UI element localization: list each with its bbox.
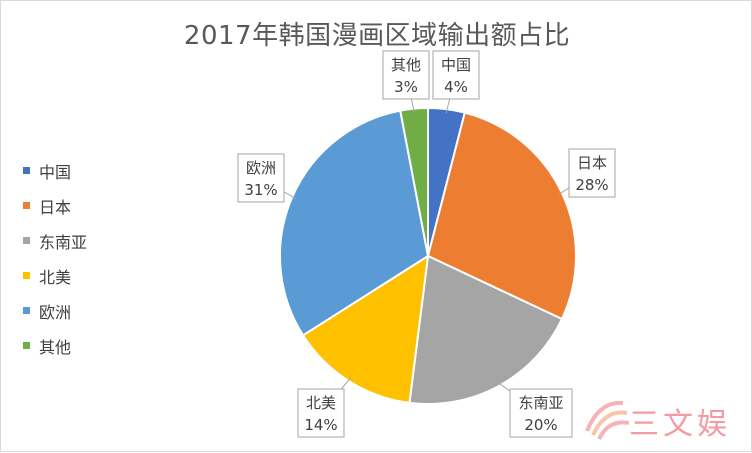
- pie-slice: [301, 254, 430, 404]
- legend-label: 北美: [39, 267, 72, 287]
- legend-swatch: [23, 272, 30, 279]
- watermark-logo-icon: [585, 400, 630, 440]
- data-label-value: 4%: [444, 78, 468, 96]
- legend-label: 日本: [39, 197, 72, 217]
- legend: 中国 日本 东南亚 北美 欧洲 其他: [23, 153, 87, 363]
- legend-label: 中国: [39, 162, 72, 182]
- pie-slice: [408, 254, 564, 405]
- data-label-box: [297, 388, 345, 438]
- legend-item: 其他: [23, 328, 87, 363]
- pie-slice: [399, 106, 429, 257]
- legend-swatch: [23, 167, 30, 174]
- legend-label: 其他: [39, 337, 72, 357]
- data-label-category: 其他: [391, 56, 421, 74]
- data-label-value: 20%: [524, 416, 557, 434]
- legend-item: 中国: [23, 153, 87, 188]
- data-label-category: 中国: [441, 56, 471, 74]
- legend-swatch: [23, 202, 30, 209]
- legend-item: 北美: [23, 258, 87, 293]
- data-label-category: 欧洲: [246, 159, 276, 177]
- legend-swatch: [23, 342, 30, 349]
- data-label-value: 3%: [394, 78, 418, 96]
- legend-swatch: [23, 307, 30, 314]
- watermark: 三文娱: [579, 393, 749, 445]
- data-label-value: 28%: [575, 176, 608, 194]
- data-label-box: [509, 388, 573, 438]
- legend-item: 东南亚: [23, 223, 87, 258]
- pie-slice: [279, 109, 430, 337]
- data-label-box: [237, 153, 285, 203]
- data-label-category: 东南亚: [518, 394, 563, 412]
- data-label-box: [432, 50, 480, 100]
- legend-label: 东南亚: [39, 232, 88, 252]
- pie-slice: [426, 111, 577, 321]
- legend-swatch: [23, 237, 30, 244]
- legend-item: 日本: [23, 188, 87, 223]
- watermark-text: 三文娱: [629, 407, 731, 442]
- data-label-value: 14%: [304, 416, 337, 434]
- data-label-category: 北美: [306, 394, 336, 412]
- legend-label: 欧洲: [39, 302, 72, 322]
- legend-item: 欧洲: [23, 293, 87, 328]
- data-label-category: 日本: [577, 154, 607, 172]
- data-label-box: [568, 148, 616, 198]
- chart-title: 2017年韩国漫画区域输出额占比: [183, 21, 571, 51]
- data-label-box: [382, 50, 430, 100]
- data-label-value: 31%: [244, 181, 277, 199]
